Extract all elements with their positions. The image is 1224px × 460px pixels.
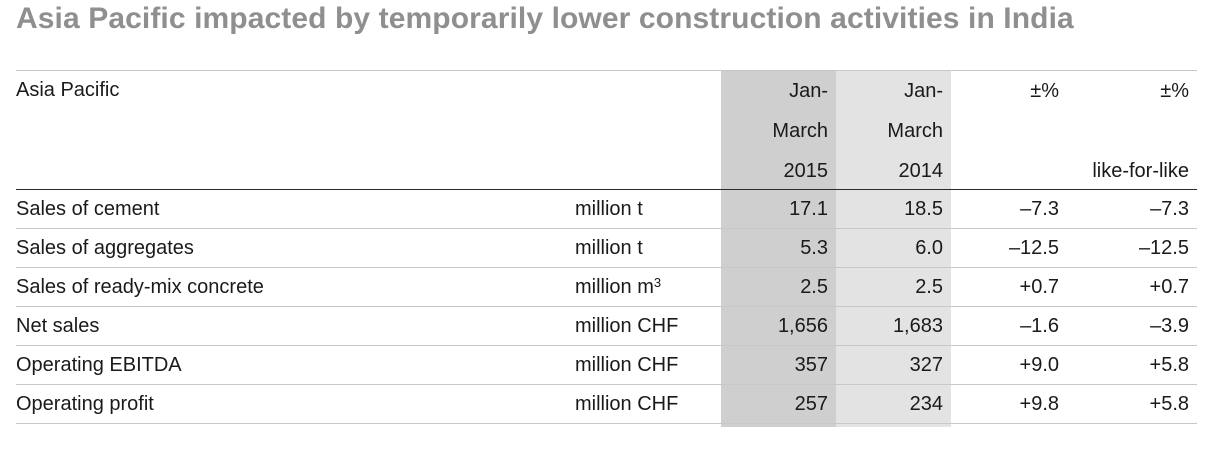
value-change-percent: +9.0	[1019, 354, 1059, 376]
value-like-for-like: –12.5	[1138, 237, 1189, 259]
row-unit: million CHF	[575, 315, 679, 337]
column-shade-2014	[836, 71, 951, 427]
value-change-percent: –7.3	[1020, 198, 1059, 220]
value-2015: 357	[794, 354, 828, 376]
table-row: Sales of cement million t 17.1 18.5 –7.3…	[16, 190, 1197, 229]
value-2014: 1,683	[892, 315, 943, 337]
row-label: Operating profit	[16, 393, 154, 415]
value-like-for-like: –3.9	[1150, 315, 1189, 337]
column-shade-2015	[721, 71, 836, 427]
value-change-percent: +0.7	[1019, 276, 1059, 298]
table-row: Net sales million CHF 1,656 1,683 –1.6 –…	[16, 307, 1197, 346]
header-2015-line: 2015	[783, 160, 829, 182]
unit-superscript: 3	[653, 275, 662, 290]
value-2014: 327	[909, 354, 943, 376]
header-lfl-line: ±%	[1160, 80, 1189, 102]
header-pct-line: ±%	[1030, 80, 1059, 102]
row-unit: million CHF	[575, 354, 679, 376]
row-unit: million m3	[575, 276, 661, 299]
value-change-percent: –1.6	[1020, 315, 1059, 337]
value-like-for-like: +0.7	[1149, 276, 1189, 298]
row-unit: million t	[575, 237, 643, 259]
value-2014: 6.0	[915, 237, 943, 259]
value-2015: 1,656	[777, 315, 828, 337]
table-row: Sales of ready-mix concrete million m3 2…	[16, 268, 1197, 307]
row-unit-text: million m	[575, 276, 654, 298]
value-change-percent: –12.5	[1008, 237, 1059, 259]
header-like-for-like: ±% like-for-like	[1059, 71, 1189, 191]
header-change-percent: ±%	[951, 71, 1059, 191]
table-row: Operating profit million CHF 257 234 +9.…	[16, 385, 1197, 424]
header-pct-line	[951, 111, 1059, 151]
header-lfl-line	[1059, 111, 1189, 151]
header-2015-line: Jan-	[789, 80, 828, 102]
table-row: Sales of aggregates million t 5.3 6.0 –1…	[16, 229, 1197, 268]
row-label: Sales of cement	[16, 198, 160, 220]
value-2015: 257	[794, 393, 828, 415]
value-2014: 2.5	[915, 276, 943, 298]
row-unit: million CHF	[575, 393, 679, 415]
row-label: Sales of ready-mix concrete	[16, 276, 264, 298]
value-2014: 234	[909, 393, 943, 415]
value-2015: 2.5	[800, 276, 828, 298]
page-title: Asia Pacific impacted by temporarily low…	[16, 2, 1074, 35]
results-table: Asia Pacific Jan- March 2015 Jan- March …	[16, 70, 1197, 427]
row-unit: million t	[575, 198, 643, 220]
header-2015-line: March	[772, 120, 828, 142]
value-like-for-like: +5.8	[1149, 393, 1189, 415]
row-label: Sales of aggregates	[16, 237, 194, 259]
table-row: Operating EBITDA million CHF 357 327 +9.…	[16, 346, 1197, 385]
row-label: Operating EBITDA	[16, 354, 182, 376]
value-change-percent: +9.8	[1019, 393, 1059, 415]
value-like-for-like: –7.3	[1150, 198, 1189, 220]
table-header: Asia Pacific Jan- March 2015 Jan- March …	[16, 71, 1197, 190]
header-2014-line: Jan-	[904, 80, 943, 102]
value-2014: 18.5	[904, 198, 943, 220]
value-like-for-like: +5.8	[1149, 354, 1189, 376]
row-label: Net sales	[16, 315, 100, 337]
header-pct-line	[951, 151, 1059, 191]
header-2014-line: March	[887, 120, 943, 142]
header-lfl-line: like-for-like	[1092, 160, 1189, 182]
header-2014-line: 2014	[898, 160, 944, 182]
value-2015: 5.3	[800, 237, 828, 259]
header-jan-march-2014: Jan- March 2014	[836, 71, 943, 191]
value-2015: 17.1	[789, 198, 828, 220]
header-region-label: Asia Pacific	[16, 79, 120, 101]
header-jan-march-2015: Jan- March 2015	[721, 71, 828, 191]
